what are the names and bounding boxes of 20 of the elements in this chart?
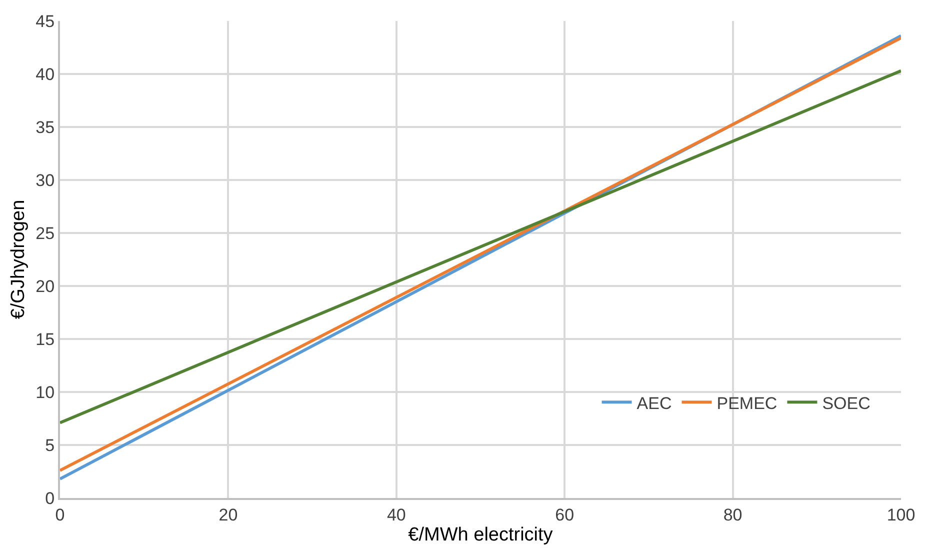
x-tick-label: 100 bbox=[886, 505, 916, 524]
y-tick-label: 15 bbox=[36, 330, 55, 349]
y-tick-label: 40 bbox=[36, 64, 55, 84]
y-axis-title: €/GJhydrogen bbox=[8, 200, 30, 320]
y-tick-label: 20 bbox=[36, 276, 55, 296]
y-tick-label: 45 bbox=[36, 12, 55, 31]
x-axis-title: €/MWh electricity bbox=[408, 524, 554, 546]
y-tick-label: 0 bbox=[45, 488, 55, 508]
y-tick-label: 5 bbox=[45, 436, 55, 455]
y-tick-label: 35 bbox=[36, 118, 55, 137]
y-tick-label: 10 bbox=[36, 382, 55, 402]
y-tick-label: 30 bbox=[36, 170, 55, 190]
legend-label: SOEC bbox=[822, 394, 870, 413]
legend-label: AEC bbox=[636, 394, 672, 413]
x-tick-label: 40 bbox=[386, 505, 406, 524]
x-tick-label: 20 bbox=[218, 505, 238, 524]
legend-label: PEMEC bbox=[716, 394, 778, 413]
x-tick-label: 60 bbox=[555, 505, 574, 524]
y-tick-label: 25 bbox=[36, 224, 55, 243]
x-tick-label: 80 bbox=[723, 505, 742, 524]
